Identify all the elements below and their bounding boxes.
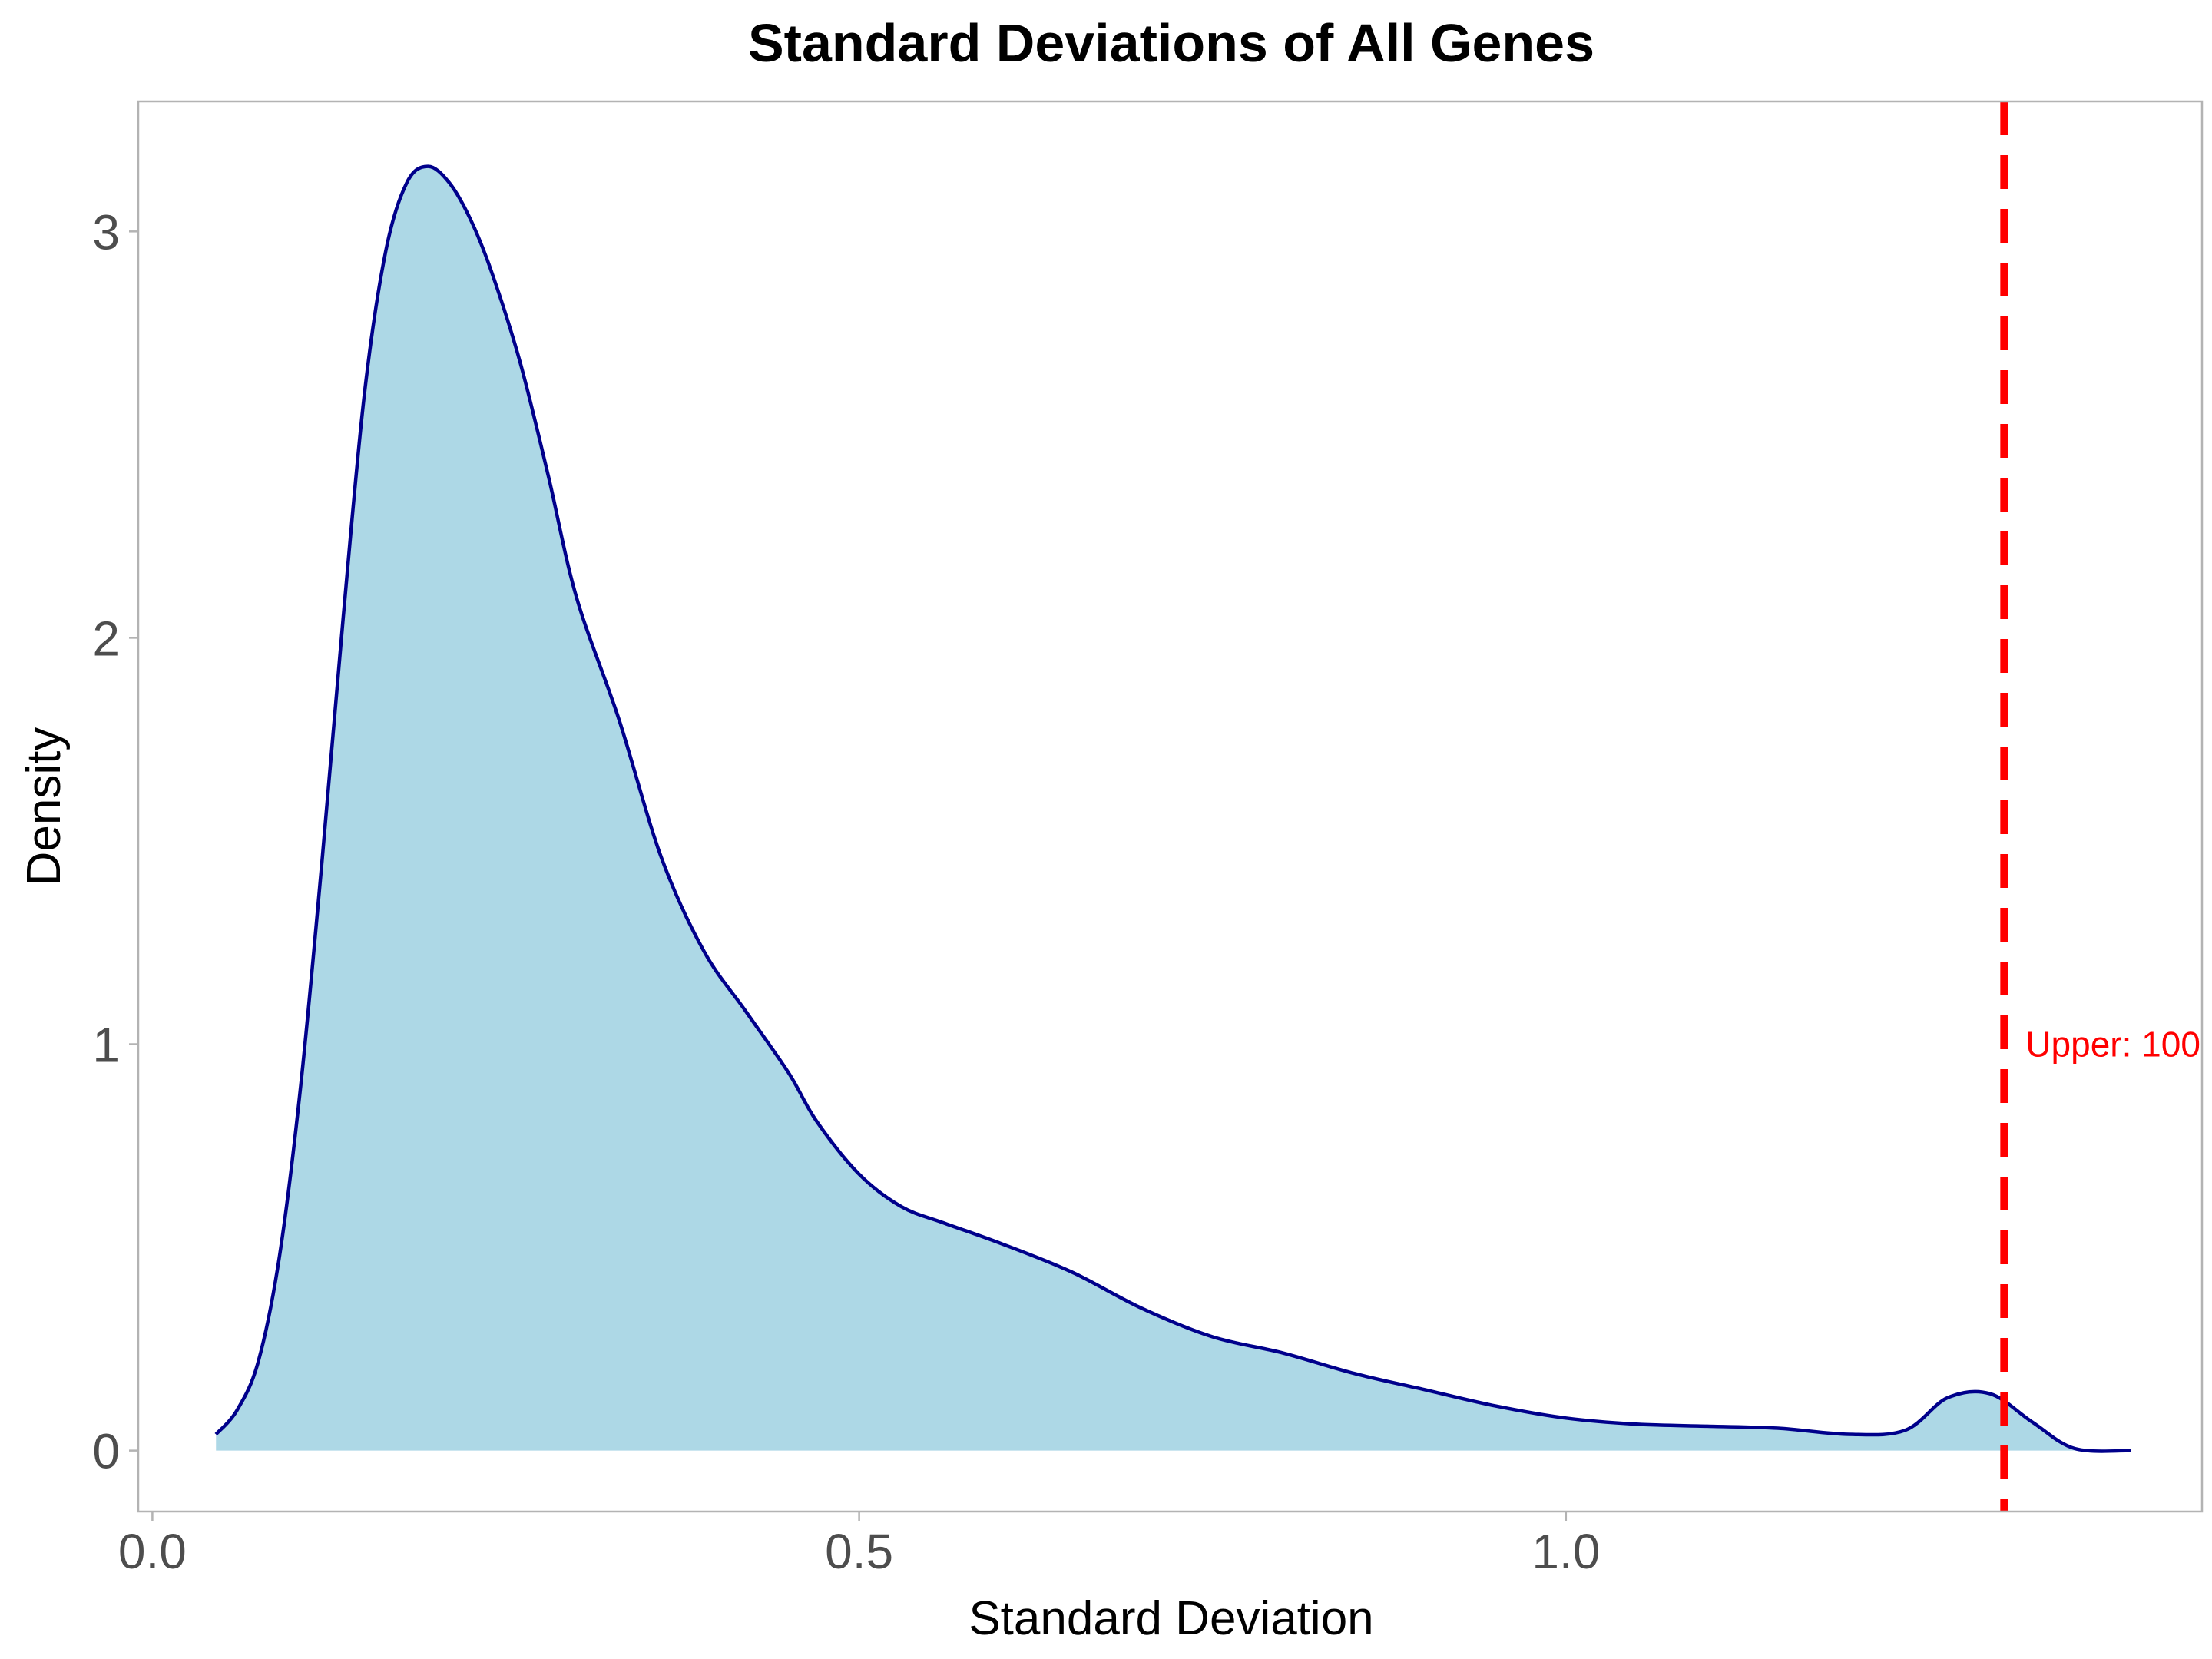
y-axis-ticks: 0 1 2 3 — [92, 204, 138, 1479]
x-tick-label: 1.0 — [1532, 1524, 1600, 1579]
panel-border — [137, 100, 2204, 1513]
chart-title: Standard Deviations of All Genes — [748, 13, 1594, 73]
density-line — [214, 164, 2132, 1453]
upper-threshold-label: Upper: 100 — [2025, 1025, 2200, 1065]
y-tick-label: 0 — [92, 1424, 120, 1479]
x-tick-label: 0.5 — [825, 1524, 893, 1579]
annotation-layer: Upper: 100 — [2000, 101, 2200, 1512]
x-tick-label: 0.0 — [118, 1524, 187, 1579]
y-tick-label: 3 — [92, 204, 120, 260]
y-tick-label: 1 — [92, 1018, 120, 1073]
density-area-layer — [214, 164, 2132, 1453]
x-axis-ticks: 0.0 0.5 1.0 — [118, 1512, 1600, 1579]
y-tick-label: 2 — [92, 611, 120, 666]
y-axis-label: Density — [18, 727, 71, 886]
x-axis-label: Standard Deviation — [969, 1592, 1373, 1645]
density-fill — [216, 166, 2131, 1452]
